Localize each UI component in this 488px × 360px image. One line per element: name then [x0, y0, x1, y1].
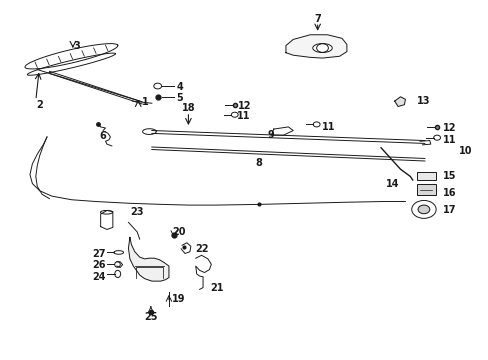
Text: 26: 26 — [92, 260, 105, 270]
Polygon shape — [128, 237, 168, 281]
Text: 22: 22 — [195, 244, 209, 254]
Text: 3: 3 — [73, 41, 80, 50]
Text: 5: 5 — [176, 93, 183, 103]
Text: 12: 12 — [238, 102, 251, 112]
Text: 9: 9 — [267, 130, 274, 140]
Text: 17: 17 — [442, 206, 455, 216]
Text: 11: 11 — [321, 122, 334, 132]
Text: 1: 1 — [142, 97, 148, 107]
Text: 11: 11 — [237, 111, 250, 121]
Text: 6: 6 — [100, 131, 106, 141]
Ellipse shape — [100, 211, 112, 214]
Text: 10: 10 — [458, 145, 471, 156]
Text: 7: 7 — [314, 14, 320, 24]
Text: 13: 13 — [416, 96, 429, 106]
Polygon shape — [285, 35, 346, 58]
Text: 27: 27 — [92, 248, 105, 258]
Text: 21: 21 — [210, 283, 224, 293]
Text: 20: 20 — [172, 227, 185, 237]
Ellipse shape — [312, 44, 331, 53]
Text: 25: 25 — [144, 312, 158, 322]
Text: 2: 2 — [36, 100, 42, 110]
Text: 4: 4 — [176, 82, 183, 93]
Text: 11: 11 — [442, 135, 455, 145]
Text: 8: 8 — [255, 158, 262, 168]
Text: 23: 23 — [130, 207, 143, 217]
Text: 15: 15 — [442, 171, 455, 181]
Text: 24: 24 — [92, 272, 105, 282]
FancyBboxPatch shape — [416, 172, 435, 180]
Circle shape — [417, 205, 429, 214]
Text: 12: 12 — [442, 123, 455, 133]
FancyBboxPatch shape — [416, 184, 435, 195]
Ellipse shape — [114, 251, 123, 254]
Ellipse shape — [115, 270, 121, 278]
Text: 19: 19 — [172, 294, 185, 304]
Text: 18: 18 — [181, 103, 195, 113]
Text: 16: 16 — [442, 188, 455, 198]
Text: 14: 14 — [385, 179, 399, 189]
Polygon shape — [394, 97, 405, 107]
